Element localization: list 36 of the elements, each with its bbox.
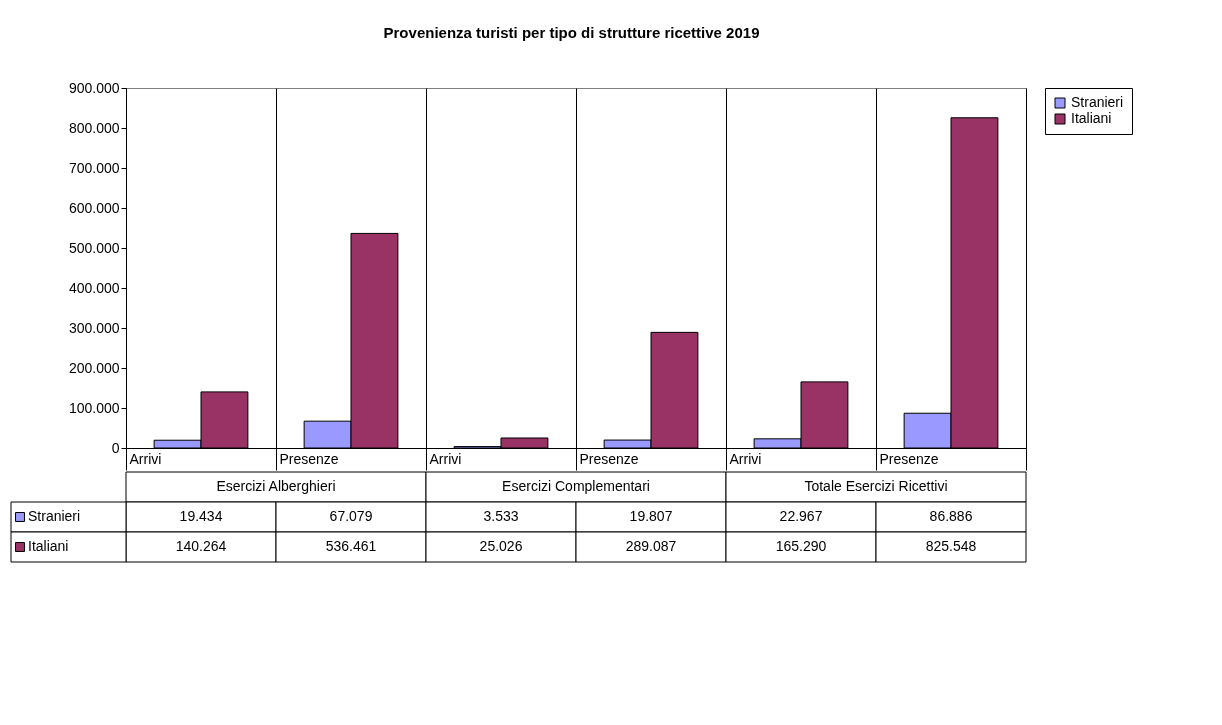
text: Stranieri	[1071, 94, 1124, 110]
y-tick-label: 900.000	[68, 79, 120, 96]
chart-title: Provenienza turisti per tipo di strutture ricettive 2019	[383, 23, 760, 41]
y-tick-label: 300.000	[68, 319, 120, 336]
x-tick-label: Arrivi	[129, 450, 162, 467]
y-tick-label: 200.000	[68, 359, 120, 376]
data-label: 289.087	[625, 538, 677, 554]
data-label: 86.886	[929, 508, 973, 524]
legend-label: Stranieri	[28, 508, 81, 524]
data-label: 19.807	[629, 508, 673, 524]
text: Esercizi Alberghieri	[216, 478, 336, 494]
x-tick-label: Arrivi	[429, 450, 462, 467]
y-tick-label: 700.000	[68, 159, 120, 176]
text: Italiani	[28, 538, 69, 554]
y-tick-label: 600.000	[68, 199, 120, 216]
legend-label: Italiani	[1071, 110, 1112, 126]
data-label: 25.026	[479, 538, 523, 554]
data-label: 19.434	[179, 508, 223, 524]
data-label: 22.967	[779, 508, 823, 524]
data-label: 67.079	[329, 508, 373, 524]
x-tick-label: Presenze	[879, 450, 939, 467]
x-tick-label: Arrivi	[729, 450, 762, 467]
y-tick-label: 100.000	[68, 399, 120, 416]
x-tick-label: Presenze	[579, 450, 639, 467]
data-label: 825.548	[925, 538, 977, 554]
text: Totale Esercizi Ricettivi	[804, 478, 948, 494]
data-label: 3.533	[483, 508, 519, 524]
data-label: 536.461	[325, 538, 377, 554]
x-tick-label: Presenze	[279, 450, 339, 467]
y-tick-label: 400.000	[68, 279, 120, 296]
data-label: 165.290	[775, 538, 827, 554]
text: Esercizi Complementari	[502, 478, 650, 494]
y-tick-label: 800.000	[68, 119, 120, 136]
y-tick-label: 0	[111, 439, 120, 456]
data-label: 140.264	[175, 538, 227, 554]
y-tick-label: 500.000	[68, 239, 120, 256]
